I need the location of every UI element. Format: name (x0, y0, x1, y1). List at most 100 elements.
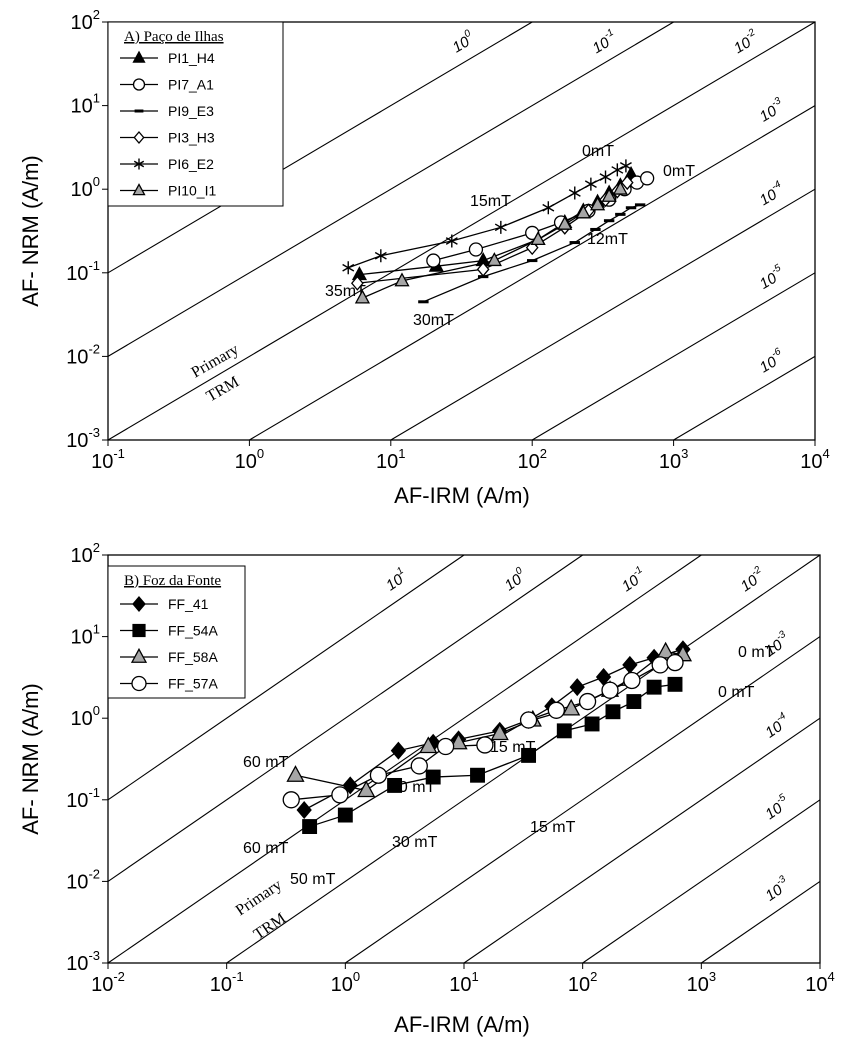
annotation: 0mT (582, 143, 614, 160)
marker (578, 692, 597, 711)
ratio-line (701, 880, 821, 964)
legend-label: PI1_H4 (168, 50, 215, 66)
y-axis-label: AF- NRM (A/m) (18, 155, 43, 307)
tick-exponent: 2 (93, 7, 100, 22)
marker (589, 196, 606, 211)
x-tick-label: 103 (687, 969, 716, 996)
x-axis-label: AF-IRM (A/m) (394, 1012, 530, 1037)
legend-label: FF_57A (168, 676, 218, 692)
marker (369, 766, 388, 784)
ratio-label: 10-3 (755, 95, 788, 125)
marker (527, 259, 538, 263)
tick-base: 10 (331, 974, 353, 996)
marker (476, 261, 490, 277)
annotation: 15 mT (530, 819, 576, 836)
y-tick-label: 100 (71, 174, 100, 201)
marker (470, 767, 485, 783)
marker (425, 769, 441, 785)
x-tick-label: 104 (800, 446, 829, 473)
tick-base: 10 (71, 627, 93, 649)
tick-exponent: 4 (823, 446, 830, 461)
marker (623, 671, 641, 690)
marker (286, 765, 305, 782)
legend-marker (133, 130, 145, 145)
tick-exponent: -3 (88, 948, 100, 963)
marker (342, 776, 358, 795)
legend-label: PI7_A1 (168, 77, 214, 93)
ratio-line (531, 272, 816, 441)
marker (337, 807, 353, 823)
tick-exponent: 2 (590, 969, 597, 984)
tick-exponent: 1 (398, 446, 405, 461)
legend-title: B) Foz da Fonte (124, 573, 221, 589)
marker (601, 187, 617, 202)
tick-exponent: -3 (88, 425, 100, 440)
x-axis-label: AF-IRM (A/m) (394, 483, 530, 508)
marker (436, 737, 455, 756)
ratio-exponent: 1 (395, 565, 406, 577)
marker (584, 177, 597, 191)
marker (350, 275, 364, 291)
marker (426, 253, 441, 268)
tick-base: 10 (805, 974, 827, 996)
ratio-line (107, 21, 816, 441)
x-tick-label: 103 (659, 446, 688, 473)
tick-base: 10 (687, 974, 709, 996)
tick-exponent: -2 (113, 969, 125, 984)
tick-exponent: -1 (232, 969, 244, 984)
ratio-label: 101 (381, 565, 411, 594)
ratio-line (673, 355, 816, 441)
marker (387, 777, 403, 793)
y-tick-label: 10-3 (66, 948, 100, 975)
tick-exponent: 2 (93, 540, 100, 555)
marker (357, 780, 376, 798)
y-tick-label: 10-2 (66, 341, 100, 368)
ratio-label: 10-4 (761, 710, 794, 741)
x-tick-label: 10-1 (91, 446, 125, 473)
ratio-line (107, 554, 583, 882)
legend-label: FF_54A (168, 623, 218, 639)
legend-label: PI9_E3 (168, 103, 214, 119)
marker (530, 231, 546, 246)
panel-b-annotations: 0 mT 0 mT 15 mT 30 mT 60 mT 60 mT 30 mT … (233, 644, 775, 943)
ratio-label: 10-3 (761, 874, 794, 905)
marker (476, 736, 494, 754)
marker (394, 272, 410, 287)
legend-marker (132, 595, 146, 613)
y-tick-label: 102 (71, 7, 100, 34)
legend-marker (131, 675, 147, 692)
annotation: TRM (251, 910, 289, 943)
marker (419, 736, 438, 754)
legend-marker (132, 78, 146, 91)
tick-base: 10 (71, 545, 93, 567)
ratio-exponent: 0 (462, 28, 473, 41)
marker (575, 204, 591, 219)
ratio-line (107, 554, 465, 801)
marker (625, 206, 637, 210)
marker (603, 219, 615, 223)
marker (418, 300, 429, 304)
marker (374, 249, 387, 263)
y-tick-label: 10-1 (66, 258, 100, 285)
annotation: 50 mT (290, 871, 336, 888)
tick-base: 10 (235, 451, 257, 473)
tick-base: 10 (91, 451, 113, 473)
tick-exponent: -1 (88, 785, 100, 800)
ratio-label: 10-1 (617, 564, 649, 595)
marker (612, 180, 628, 195)
marker (410, 757, 428, 775)
marker (615, 212, 626, 216)
tick-exponent: 2 (540, 446, 547, 461)
marker (494, 220, 507, 234)
tick-base: 10 (66, 346, 88, 368)
tick-base: 10 (568, 974, 590, 996)
ratio-label: 100 (448, 28, 478, 57)
tick-base: 10 (71, 12, 93, 34)
ratio-label: 10-1 (588, 27, 620, 57)
legend-label: PI10_I1 (168, 183, 216, 199)
marker (390, 741, 407, 760)
ratio-label: 10-2 (729, 27, 762, 57)
